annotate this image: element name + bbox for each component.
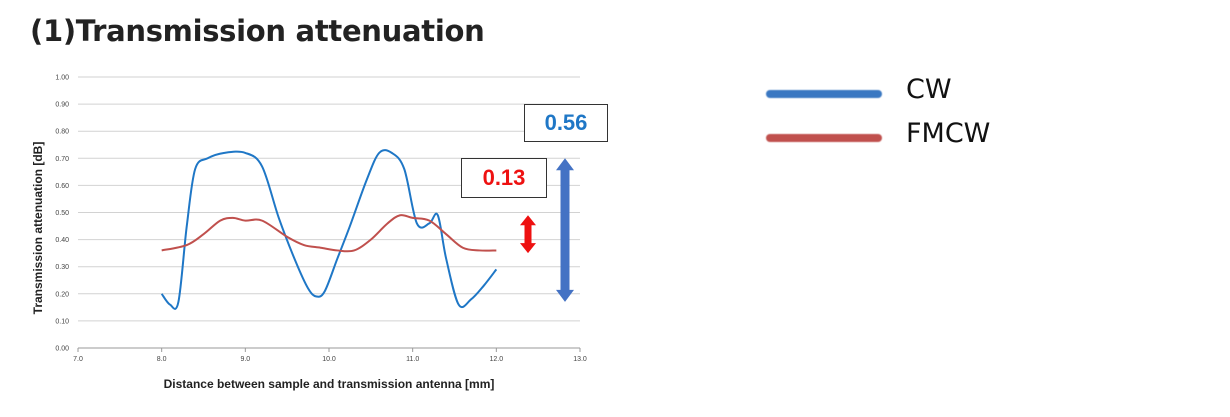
y-tick-label: 0.10 [55,318,69,325]
x-tick-label: 13.0 [573,356,587,363]
y-tick-label: 0.40 [55,237,69,244]
series-line-cw [160,149,498,310]
legend-swatch-cw [766,90,882,98]
x-tick-label: 9.0 [240,356,250,363]
x-tick-label: 8.0 [157,356,167,363]
cw-range-arrow [556,158,574,302]
legend-swatch-fmcw [766,134,882,142]
y-tick-label: 0.30 [55,264,69,271]
y-tick-label: 0.80 [55,129,69,136]
range-arrows [520,158,574,302]
page-title: (1)Transmission attenuation [30,14,485,48]
fmcw-range-annotation: 0.13 [461,158,547,198]
series-lines [160,149,498,310]
legend-label-cw: CW [906,74,952,105]
y-tick-label: 0.60 [55,183,69,190]
x-tick-label: 7.0 [73,356,83,363]
y-tick-label: 1.00 [55,75,69,82]
x-tick-label: 12.0 [490,356,504,363]
series-line-fmcw [161,214,497,253]
y-tick-label: 0.90 [55,102,69,109]
x-tick-label: 11.0 [406,356,419,363]
cw-range-annotation: 0.56 [524,104,608,142]
y-tick-label: 0.70 [55,156,69,163]
y-tick-label: 0.00 [55,346,69,353]
y-tick-labels: 0.00 0.10 0.20 0.30 0.40 0.50 0.60 0.70 0.80 0.90… [55,75,69,353]
fmcw-range-arrow [520,215,536,254]
x-tick-labels: 7.0 8.0 9.0 10.0 11.0 12.0 13.0 [73,356,587,363]
y-axis-label: Transmission attenuation [dB] [31,142,45,315]
y-tick-label: 0.50 [55,210,69,217]
grid-lines [77,76,581,352]
x-tick-label: 10.0 [322,356,336,363]
legend-label-fmcw: FMCW [906,118,991,149]
x-axis-label: Distance between sample and transmission… [164,377,495,391]
y-tick-label: 0.20 [55,291,69,298]
